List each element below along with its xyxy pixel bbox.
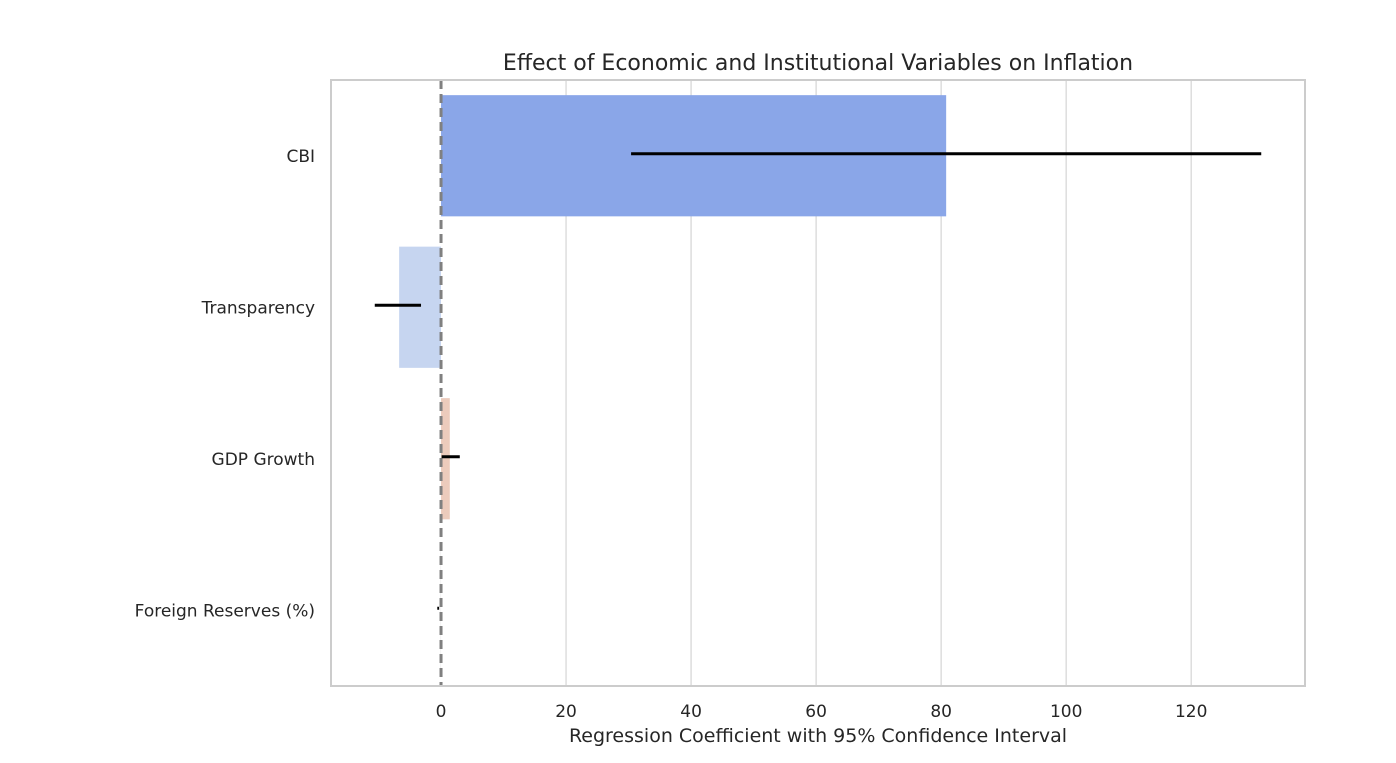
y-tick-label: CBI bbox=[286, 147, 315, 167]
bar-transparency bbox=[399, 247, 441, 368]
x-tick-label: 120 bbox=[1175, 702, 1207, 722]
x-tick-label: 20 bbox=[555, 702, 577, 722]
x-tick-label: 80 bbox=[930, 702, 952, 722]
x-tick-labels: 0 20 40 60 80 100 120 bbox=[436, 702, 1208, 722]
bar-cbi bbox=[441, 95, 946, 216]
y-tick-labels: CBI Transparency GDP Growth Foreign Reserve… bbox=[135, 147, 315, 622]
y-tick-label: Foreign Reserves (%) bbox=[135, 601, 315, 621]
chart-title: Effect of Economic and Institutional Var… bbox=[503, 51, 1133, 76]
x-tick-label: 60 bbox=[805, 702, 827, 722]
x-tick-label: 40 bbox=[680, 702, 702, 722]
confidence-intervals bbox=[375, 154, 1261, 609]
x-axis-label: Regression Coefficient with 95% Confiden… bbox=[569, 725, 1067, 747]
y-tick-label: GDP Growth bbox=[212, 450, 315, 470]
x-tick-label: 100 bbox=[1050, 702, 1082, 722]
bars bbox=[399, 95, 946, 671]
x-tick-label: 0 bbox=[436, 702, 447, 722]
y-tick-label: Transparency bbox=[201, 298, 315, 318]
